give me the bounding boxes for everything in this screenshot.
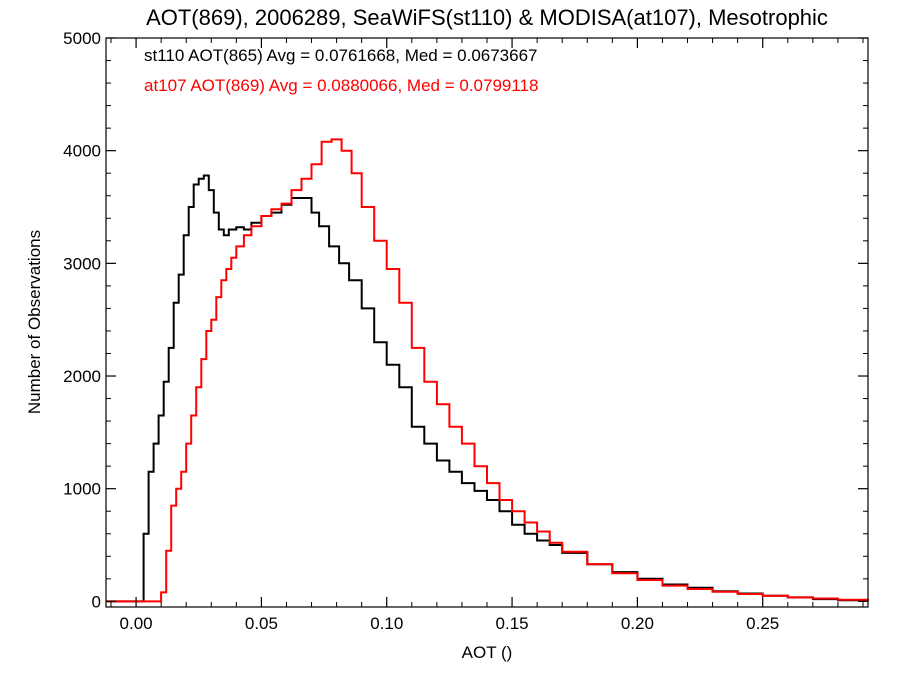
series-line-2 bbox=[106, 138, 869, 603]
chart-title: AOT(869), 2006289, SeaWiFS(st110) & MODI… bbox=[146, 5, 828, 30]
x-tick-label: 0.25 bbox=[746, 614, 779, 633]
x-tick-label: 0.20 bbox=[621, 614, 654, 633]
y-tick-label: 0 bbox=[92, 592, 101, 611]
y-tick-label: 3000 bbox=[63, 254, 101, 273]
legend-entry-1: st110 AOT(865) Avg = 0.0761668, Med = 0.… bbox=[144, 46, 538, 65]
y-axis-label: Number of Observations bbox=[25, 230, 44, 414]
ticks-layer: 0.00 0.05 0.10 0.15 0.20 0.25 0 1000 2000 3000 400… bbox=[63, 29, 868, 633]
y-tick-label: 5000 bbox=[63, 29, 101, 48]
x-tick-label: 0.00 bbox=[120, 614, 153, 633]
x-tick-label: 0.15 bbox=[496, 614, 529, 633]
y-tick-label: 2000 bbox=[63, 367, 101, 386]
x-axis-label: AOT () bbox=[462, 643, 513, 662]
x-tick-label: 0.10 bbox=[370, 614, 403, 633]
plot-frame bbox=[105, 37, 869, 608]
y-tick-label: 1000 bbox=[63, 480, 101, 499]
x-tick-label: 0.05 bbox=[245, 614, 278, 633]
legend-entry-2: at107 AOT(869) Avg = 0.0880066, Med = 0.… bbox=[144, 76, 538, 95]
series-line-1 bbox=[106, 174, 869, 603]
legend: st110 AOT(865) Avg = 0.0761668, Med = 0.… bbox=[144, 46, 538, 95]
series-layer bbox=[106, 138, 869, 603]
y-tick-label: 4000 bbox=[63, 142, 101, 161]
